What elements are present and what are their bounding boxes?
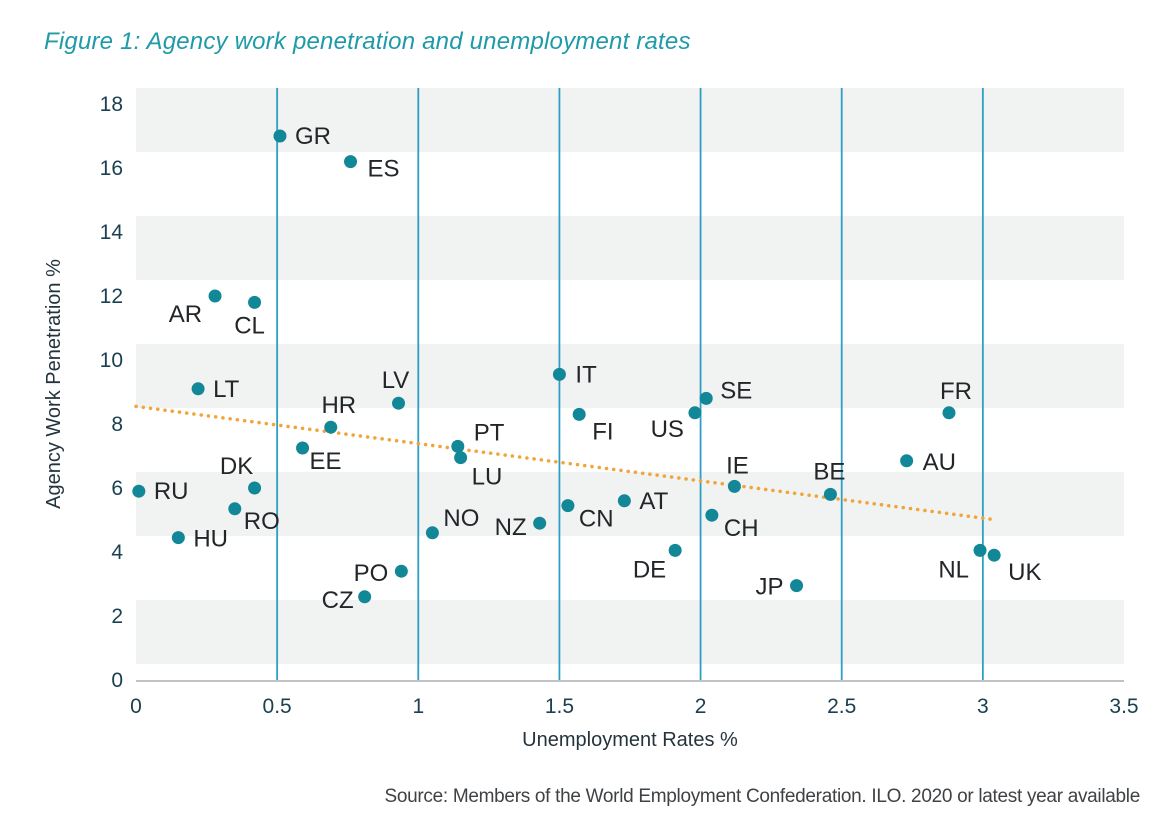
data-point-FI: [572, 407, 586, 421]
data-point-IT: [552, 367, 566, 381]
data-point-label-US: US: [651, 416, 684, 443]
plot-band: [136, 88, 1124, 152]
data-point-HU: [171, 531, 185, 545]
data-point-SE: [699, 391, 713, 405]
data-point-label-CL: CL: [234, 312, 265, 339]
data-point-label-LV: LV: [382, 367, 410, 394]
data-point-label-NO: NO: [443, 505, 479, 532]
data-point-LV: [392, 396, 406, 410]
data-point-US: [688, 406, 702, 420]
data-point-label-UK: UK: [1008, 559, 1041, 586]
data-point-label-SE: SE: [720, 377, 752, 404]
data-point-label-CZ: CZ: [322, 587, 354, 614]
data-point-EE: [296, 441, 310, 455]
data-point-JP: [790, 579, 804, 593]
plot-band: [136, 600, 1124, 664]
x-tick-label-2: 2: [695, 695, 707, 718]
x-tick-label-2.5: 2.5: [827, 695, 856, 718]
y-tick-label-14: 14: [100, 221, 124, 244]
data-point-DK: [248, 481, 262, 495]
data-point-label-FR: FR: [940, 378, 972, 405]
plot-band: [136, 216, 1124, 280]
y-tick-label-10: 10: [100, 349, 123, 372]
x-tick-label-1.5: 1.5: [545, 695, 574, 718]
y-tick-label-18: 18: [100, 93, 123, 116]
data-point-PT: [451, 439, 465, 453]
y-tick-label-8: 8: [111, 413, 123, 436]
y-tick-label-0: 0: [111, 669, 123, 692]
data-point-CL: [248, 295, 262, 309]
trendline: [134, 404, 999, 522]
y-tick-label-12: 12: [100, 285, 123, 308]
data-point-label-RU: RU: [154, 478, 189, 505]
data-point-NZ: [533, 516, 547, 530]
data-point-label-JP: JP: [756, 574, 784, 601]
y-axis-title: Agency Work Penetration %: [43, 259, 65, 509]
data-point-FR: [942, 406, 956, 420]
data-point-label-HU: HU: [193, 526, 228, 553]
data-point-AU: [900, 454, 914, 468]
data-point-label-LT: LT: [213, 376, 240, 403]
data-point-label-NZ: NZ: [495, 514, 527, 541]
data-point-label-RO: RO: [244, 508, 280, 535]
data-point-IE: [727, 479, 741, 493]
x-tick-label-3.5: 3.5: [1109, 695, 1138, 718]
data-point-label-PT: PT: [474, 419, 505, 446]
data-point-ES: [344, 155, 358, 169]
y-tick-label-2: 2: [111, 605, 123, 628]
source-note: Source: Members of the World Employment …: [384, 786, 1140, 807]
data-point-label-EE: EE: [310, 448, 342, 475]
data-point-DE: [668, 543, 682, 557]
data-point-NL: [973, 543, 987, 557]
y-tick-label-6: 6: [111, 477, 123, 500]
data-point-HR: [324, 420, 338, 434]
data-point-label-DK: DK: [220, 453, 253, 480]
data-point-label-AT: AT: [639, 488, 668, 515]
data-point-UK: [987, 548, 1001, 562]
data-point-RO: [228, 502, 242, 516]
x-tick-label-0: 0: [130, 695, 142, 718]
x-tick-label-1: 1: [412, 695, 424, 718]
data-point-label-GR: GR: [295, 123, 331, 150]
x-axis-title: Unemployment Rates %: [522, 729, 738, 751]
plot-band: [136, 344, 1124, 408]
x-tick-label-0.5: 0.5: [263, 695, 292, 718]
data-point-CH: [705, 508, 719, 522]
data-point-label-HR: HR: [321, 392, 356, 419]
data-point-label-LU: LU: [472, 464, 503, 491]
data-point-label-BE: BE: [813, 458, 845, 485]
data-point-label-IE: IE: [726, 452, 749, 479]
data-point-label-AU: AU: [923, 449, 956, 476]
data-point-AR: [208, 289, 222, 303]
data-point-label-ES: ES: [368, 156, 400, 183]
x-tick-label-3: 3: [977, 695, 989, 718]
y-tick-label-4: 4: [111, 541, 123, 564]
data-point-CN: [561, 499, 575, 513]
data-point-PO: [394, 564, 408, 578]
data-point-label-FI: FI: [592, 418, 613, 445]
data-point-label-NL: NL: [938, 556, 969, 583]
data-point-label-CH: CH: [724, 515, 759, 542]
data-point-label-DE: DE: [633, 556, 666, 583]
data-point-LU: [454, 451, 468, 465]
y-tick-label-16: 16: [100, 157, 123, 180]
data-point-BE: [823, 487, 837, 501]
data-point-LT: [191, 382, 205, 396]
data-point-RU: [132, 484, 146, 498]
data-point-label-CN: CN: [579, 506, 614, 533]
data-point-GR: [273, 129, 287, 143]
data-point-label-AR: AR: [169, 301, 202, 328]
data-point-label-PO: PO: [354, 560, 389, 587]
data-point-label-IT: IT: [575, 361, 597, 388]
data-point-AT: [617, 494, 631, 508]
figure-title: Figure 1: Agency work penetration and un…: [44, 28, 691, 55]
data-point-CZ: [358, 590, 372, 604]
data-point-NO: [425, 526, 439, 540]
